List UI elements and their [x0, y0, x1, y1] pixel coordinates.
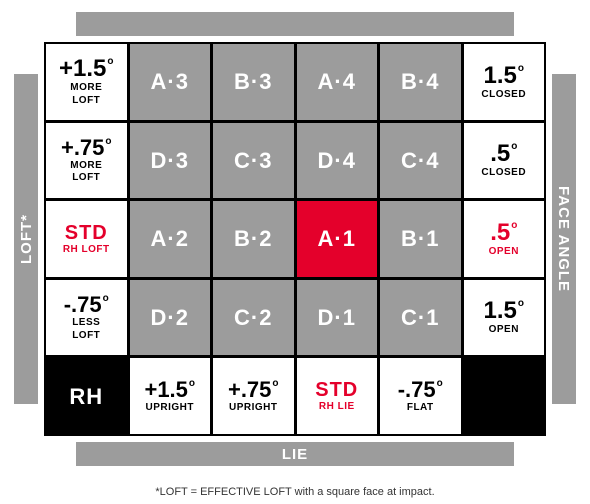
footnote: *LOFT = EFFECTIVE LOFT with a square fac… [0, 486, 590, 498]
lie-c5-sub: FLAT [407, 403, 434, 414]
blank-corner [464, 358, 545, 434]
lie-upright-1p5: +1.5o UPRIGHT [130, 358, 211, 434]
left-bar: LOFT* [14, 74, 38, 404]
lie-axis-label: LIE [76, 442, 514, 466]
lie-c3-value: +.75 [228, 379, 271, 401]
face-closed-p5: .5o CLOSED [464, 123, 545, 199]
loft-std-label: STD [65, 223, 108, 243]
hosel-b2: B·2 [213, 201, 294, 277]
face-r1-value: 1.5 [484, 64, 517, 88]
hosel-a1-active: A·1 [297, 201, 378, 277]
loft-r2-sub2: LOFT [72, 173, 100, 184]
hosel-c2: C·2 [213, 280, 294, 356]
degree-sign: o [510, 221, 517, 232]
degree-sign: o [517, 64, 524, 75]
hosel-a4: A·4 [297, 44, 378, 120]
hosel-adjustment-chart: LOFT* FACE ANGLE LIE +1.5o MORE LOFT A·3… [14, 12, 576, 466]
loft-less-p75: -.75o LESS LOFT [46, 280, 127, 356]
loft-r1-sub2: LOFT [72, 96, 100, 107]
lie-c3-sub: UPRIGHT [229, 403, 278, 414]
lie-std-label: STD [315, 380, 358, 400]
face-r4-sub: OPEN [489, 325, 519, 336]
degree-sign: o [271, 379, 278, 390]
bottom-bar: LIE [76, 442, 514, 466]
hosel-b4: B·4 [380, 44, 461, 120]
face-open-p5: .5o OPEN [464, 201, 545, 277]
settings-grid: +1.5o MORE LOFT A·3 B·3 A·4 B·4 1.5o CLO… [44, 42, 546, 436]
lie-upright-p75: +.75o UPRIGHT [213, 358, 294, 434]
lie-flat-p75: -.75o FLAT [380, 358, 461, 434]
loft-std-sub: RH LOFT [63, 245, 110, 256]
hosel-a3: A·3 [130, 44, 211, 120]
loft-more-p75: +.75o MORE LOFT [46, 123, 127, 199]
hosel-c1: C·1 [380, 280, 461, 356]
face-r4-value: 1.5 [484, 299, 517, 323]
loft-r2-sub1: MORE [70, 161, 102, 172]
face-open-1p5: 1.5o OPEN [464, 280, 545, 356]
degree-sign: o [517, 299, 524, 310]
face-r2-value: .5 [490, 142, 510, 166]
loft-more-1p5: +1.5o MORE LOFT [46, 44, 127, 120]
hosel-d3: D·3 [130, 123, 211, 199]
lie-std: STD RH LIE [297, 358, 378, 434]
degree-sign: o [510, 142, 517, 153]
lie-std-sub: RH LIE [319, 402, 355, 413]
hosel-b1: B·1 [380, 201, 461, 277]
loft-std: STD RH LOFT [46, 201, 127, 277]
degree-sign: o [102, 294, 109, 305]
loft-r2-value: +.75 [61, 137, 104, 159]
lie-c2-value: +1.5 [144, 379, 187, 401]
loft-r4-sub1: LESS [72, 318, 100, 329]
face-r2-sub: CLOSED [481, 168, 526, 179]
hosel-d2: D·2 [130, 280, 211, 356]
hosel-b3: B·3 [213, 44, 294, 120]
top-bar [76, 12, 514, 36]
degree-sign: o [104, 137, 111, 148]
hosel-a2: A·2 [130, 201, 211, 277]
loft-r1-sub1: MORE [70, 83, 102, 94]
loft-r1-value: +1.5 [59, 57, 106, 81]
degree-sign: o [436, 379, 443, 390]
loft-r4-sub2: LOFT [72, 331, 100, 342]
right-bar: FACE ANGLE [552, 74, 576, 404]
face-r3-sub: OPEN [489, 247, 519, 258]
hosel-c3: C·3 [213, 123, 294, 199]
hosel-c4: C·4 [380, 123, 461, 199]
degree-sign: o [106, 57, 113, 68]
lie-c5-value: -.75 [398, 379, 436, 401]
hosel-d4: D·4 [297, 123, 378, 199]
face-closed-1p5: 1.5o CLOSED [464, 44, 545, 120]
degree-sign: o [188, 379, 195, 390]
hosel-d1: D·1 [297, 280, 378, 356]
rh-corner: RH [46, 358, 127, 434]
face-r1-sub: CLOSED [481, 90, 526, 101]
lie-c2-sub: UPRIGHT [146, 403, 195, 414]
face-r3-value: .5 [490, 221, 510, 245]
loft-r4-value: -.75 [64, 294, 102, 316]
